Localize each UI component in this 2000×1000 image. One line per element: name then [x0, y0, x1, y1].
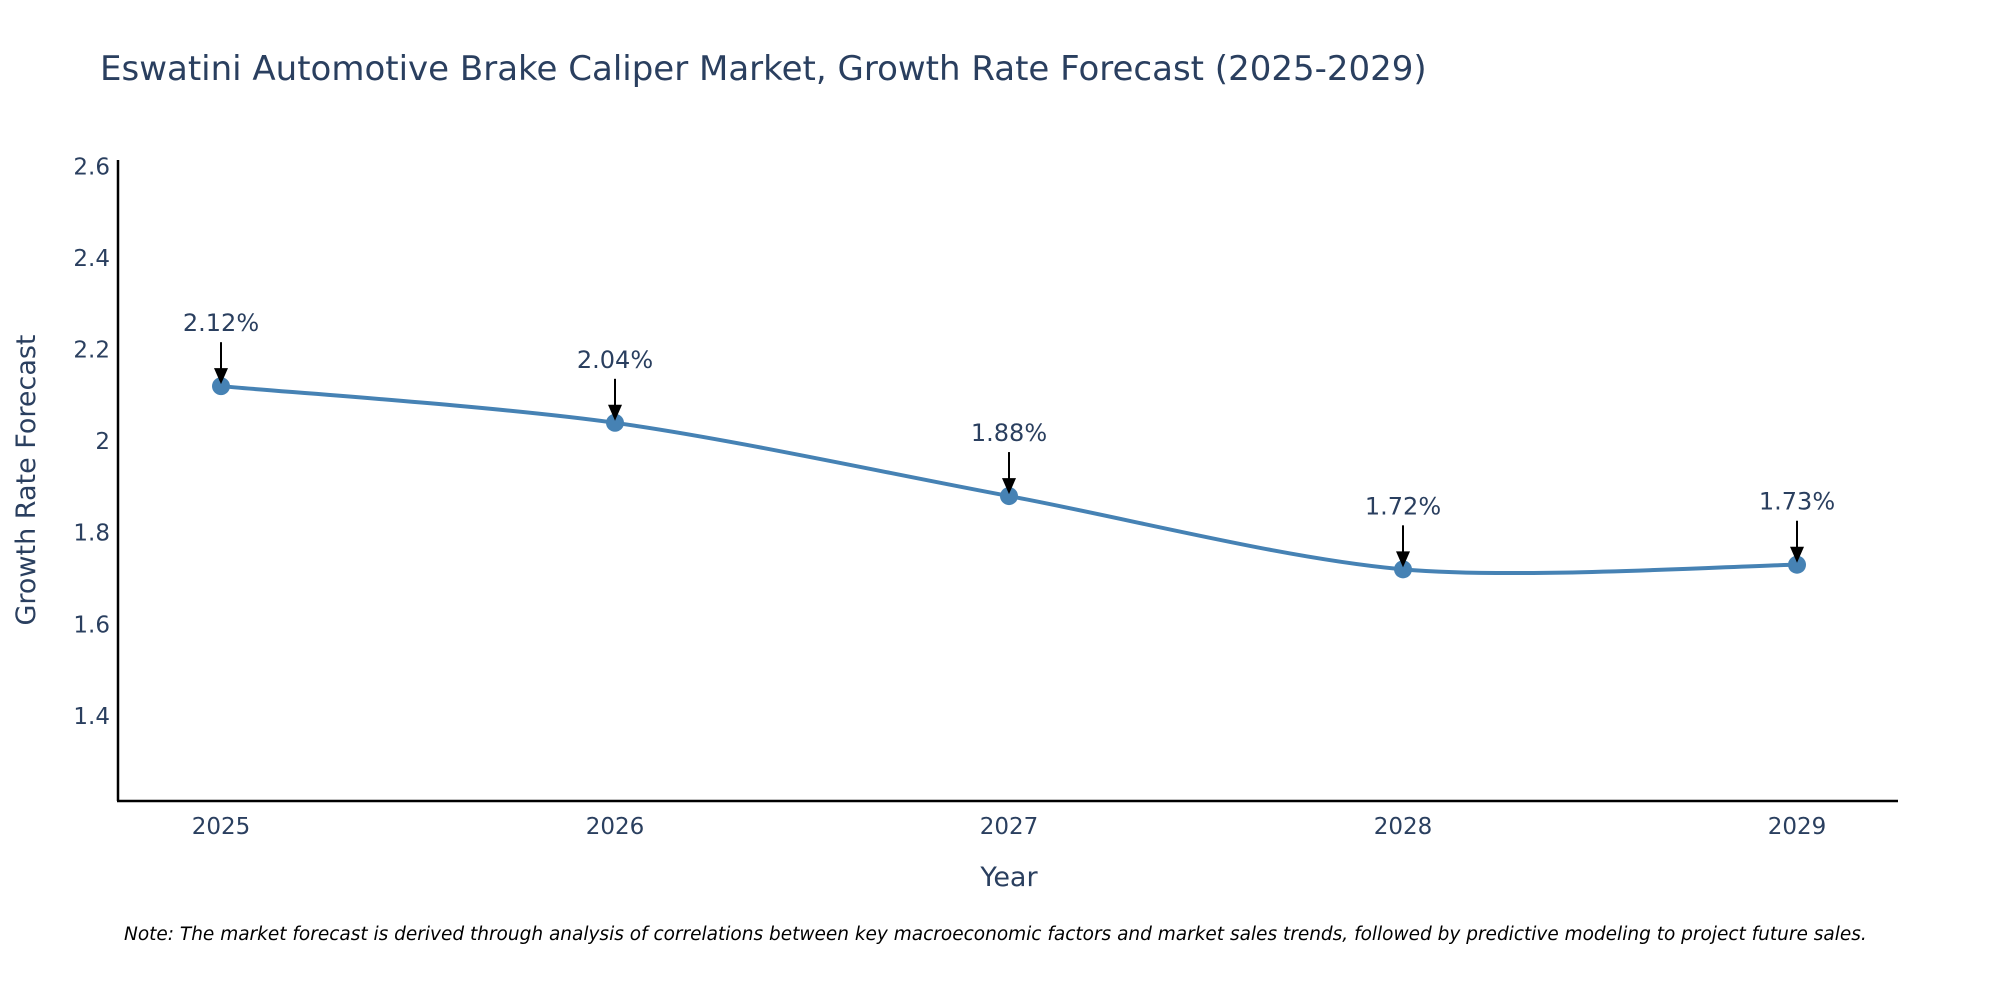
data-points: [212, 377, 1806, 579]
x-tick-label: 2029: [1768, 814, 1827, 840]
x-axis-ticks: 2025 2026 2027 2028 2029: [192, 814, 1827, 840]
x-tick-label: 2026: [586, 814, 645, 840]
x-tick-label: 2028: [1374, 814, 1433, 840]
data-point-marker: [1000, 487, 1018, 506]
y-tick-label: 1.6: [73, 612, 110, 638]
data-point-marker: [212, 377, 230, 396]
y-tick-label: 2: [95, 429, 110, 455]
data-annotations: 2.12% 2.04% 1.88% 1.72% 1.73%: [183, 309, 1835, 568]
chart-note: Note: The market forecast is derived thr…: [124, 924, 1867, 945]
data-label: 1.72%: [1365, 492, 1441, 520]
data-point-marker: [606, 413, 624, 432]
data-point-marker: [1394, 560, 1412, 579]
y-tick-label: 2.6: [73, 154, 110, 180]
y-tick-label: 2.2: [73, 338, 110, 364]
data-label: 2.04%: [577, 346, 653, 374]
data-label: 2.12%: [183, 309, 259, 337]
y-axis-ticks: 1.4 1.6 1.8 2 2.2 2.4 2.6: [73, 154, 110, 729]
annotation-arrow-head: [608, 404, 622, 421]
y-axis-title: Growth Rate Forecast: [11, 334, 42, 625]
x-axis-title: Year: [979, 862, 1038, 893]
annotation-arrow-head: [1396, 551, 1410, 568]
y-tick-label: 1.8: [73, 521, 110, 547]
chart-title: Eswatini Automotive Brake Caliper Market…: [100, 49, 1427, 89]
data-point-marker: [1788, 555, 1806, 574]
data-label: 1.73%: [1759, 488, 1835, 516]
annotation-arrow-head: [1790, 546, 1804, 563]
annotation-arrow-head: [214, 368, 228, 385]
y-tick-label: 1.4: [73, 704, 110, 730]
x-tick-label: 2027: [980, 814, 1039, 840]
annotation-arrow-head: [1002, 478, 1016, 495]
y-tick-label: 2.4: [73, 246, 110, 272]
x-tick-label: 2025: [192, 814, 251, 840]
data-label: 1.88%: [971, 419, 1047, 447]
